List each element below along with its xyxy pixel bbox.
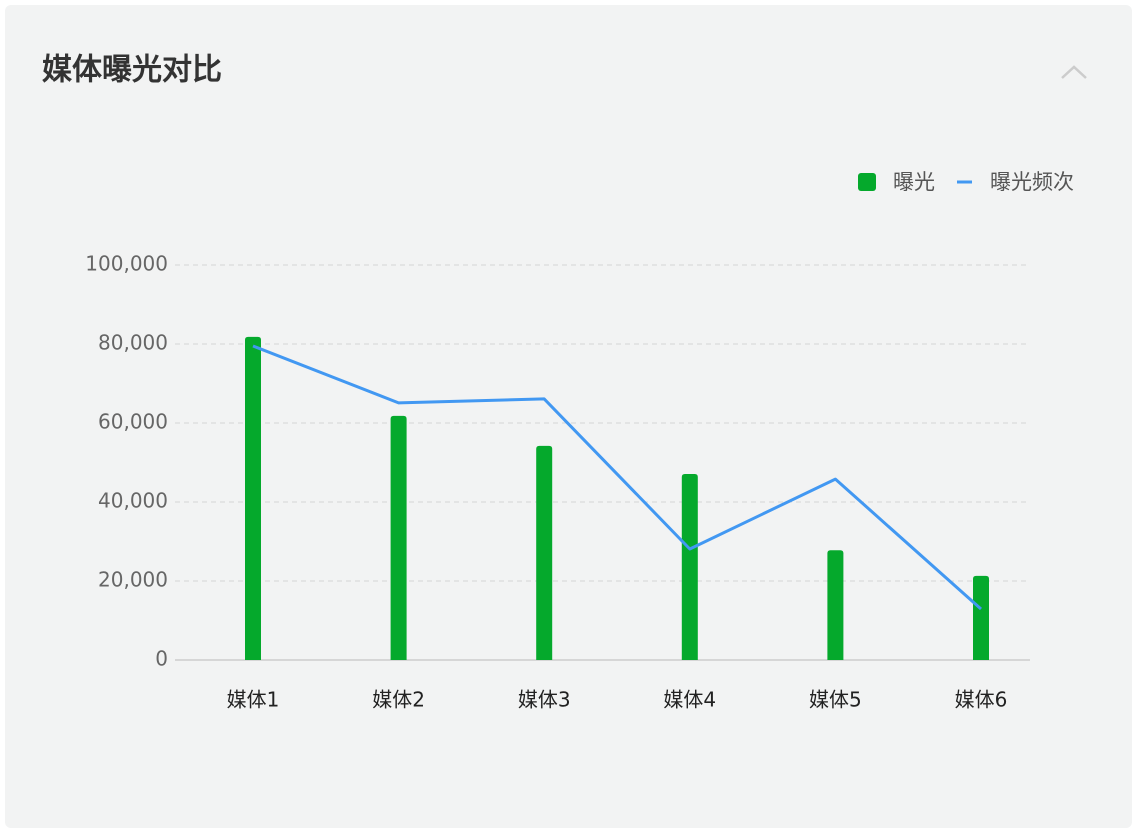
legend-swatch — [858, 173, 876, 191]
x-tick-label: 媒体1 — [227, 688, 280, 712]
line — [252, 344, 982, 611]
legend-label: 曝光频次 — [990, 170, 1074, 194]
y-tick-label: 40,000 — [98, 489, 168, 513]
bar — [536, 445, 553, 660]
bar — [390, 415, 407, 660]
chart-title: 媒体曝光对比 — [42, 53, 222, 88]
legend-label: 曝光 — [893, 170, 935, 194]
x-tick-label: 媒体3 — [518, 688, 571, 712]
x-tick-label: 媒体2 — [372, 688, 425, 712]
y-tick-label: 20,000 — [98, 568, 168, 592]
collapse-toggle[interactable] — [1061, 65, 1087, 79]
bar — [827, 550, 844, 660]
x-tick-label: 媒体4 — [663, 688, 716, 712]
y-tick-label: 100,000 — [85, 252, 168, 276]
y-tick-label: 60,000 — [98, 410, 168, 434]
bar — [973, 575, 989, 660]
x-tick-label: 媒体5 — [809, 688, 862, 712]
x-tick-label: 媒体6 — [955, 688, 1008, 712]
y-tick-label: 0 — [155, 647, 168, 671]
y-tick-label: 80,000 — [98, 331, 168, 355]
card — [5, 5, 1132, 828]
bar — [245, 336, 261, 660]
bar — [681, 473, 698, 660]
